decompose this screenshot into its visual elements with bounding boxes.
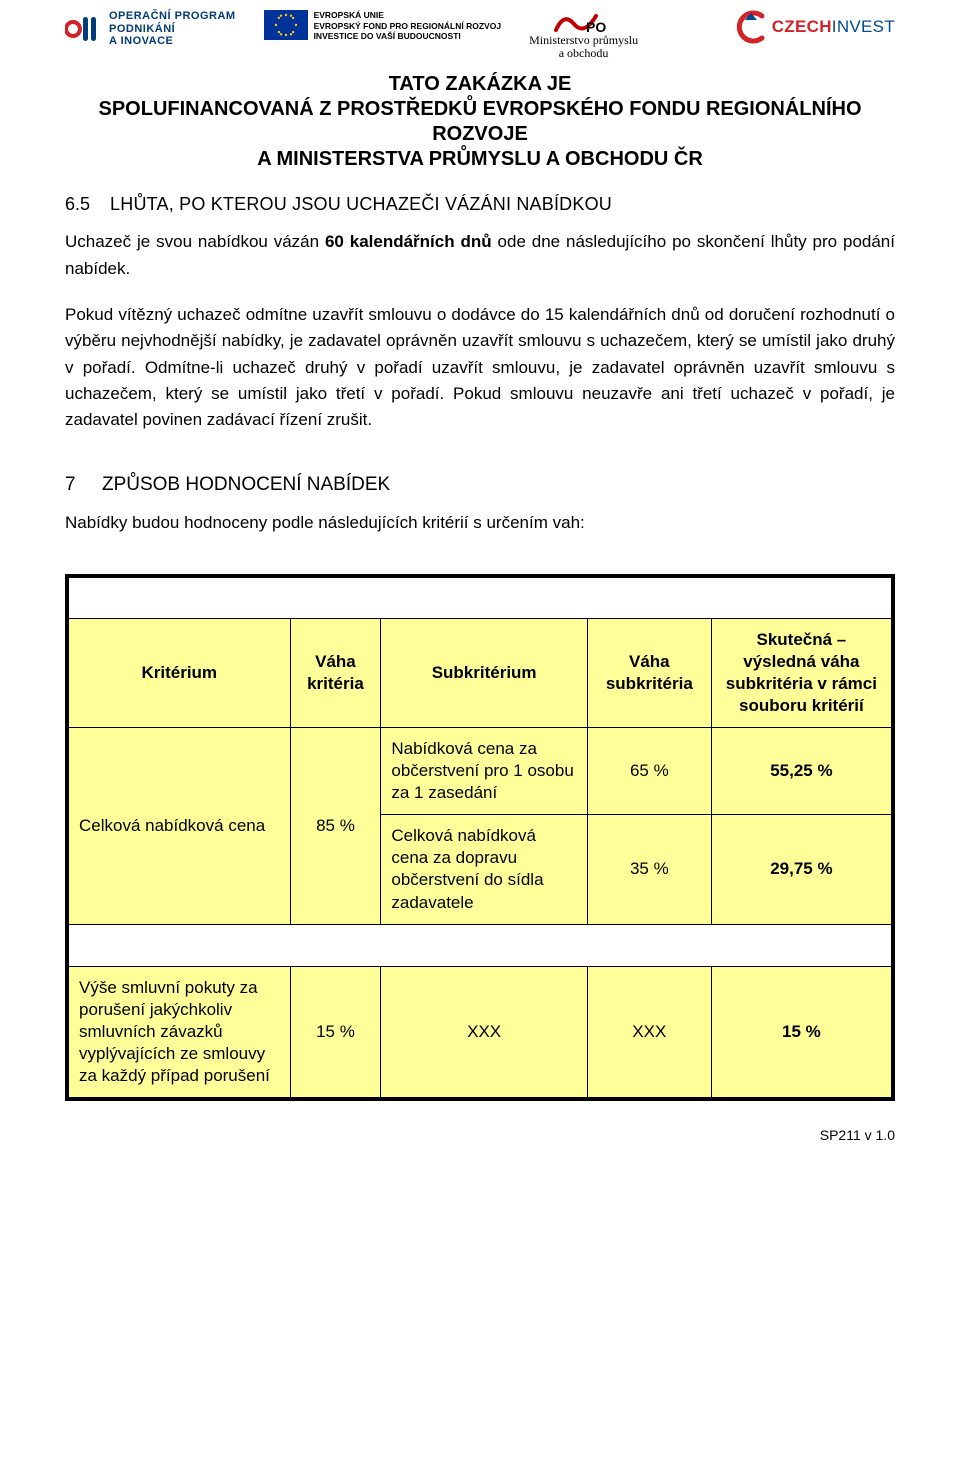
section-7-heading: 7 ZPŮSOB HODNOCENÍ NABÍDEK xyxy=(65,474,895,496)
table-mid-spacer xyxy=(67,924,893,966)
s65-p1b: 60 kalendářních dnů xyxy=(325,232,492,251)
header-logos: OPERAČNÍ PROGRAM PODNIKÁNÍ A INOVACE xyxy=(65,10,895,60)
cell-skut-1b: 29,75 % xyxy=(711,815,893,924)
ci-part2: INVEST xyxy=(832,17,895,36)
s65-heading: LHŮTA, PO KTEROU JSOU UCHAZEČI VÁZÁNI NA… xyxy=(110,194,612,214)
oppi-line3: A INOVACE xyxy=(109,35,236,48)
ci-icon xyxy=(734,10,768,44)
table-row: Výše smluvní pokuty za porušení jakýchko… xyxy=(67,966,893,1099)
cell-skut-2: 15 % xyxy=(711,966,893,1099)
section-6-5-heading: 6.5 LHŮTA, PO KTEROU JSOU UCHAZEČI VÁZÁN… xyxy=(65,194,895,215)
table-top-spacer xyxy=(67,576,893,618)
eu-line1: EVROPSKÁ UNIE xyxy=(314,10,502,21)
s7-heading: ZPŮSOB HODNOCENÍ NABÍDEK xyxy=(102,474,390,495)
title-l2: SPOLUFINANCOVANÁ Z PROSTŘEDKŮ EVROPSKÉHO… xyxy=(65,97,895,122)
cell-vaha-1: 85 % xyxy=(290,728,381,925)
svg-text:PO: PO xyxy=(586,19,606,34)
cell-krit-1: Celková nabídková cena xyxy=(67,728,290,925)
th-skutecna: Skutečná – výsledná váha subkritéria v r… xyxy=(711,618,893,727)
s65-para2: Pokud vítězný uchazeč odmítne uzavřít sm… xyxy=(65,302,895,434)
eu-line2: EVROPSKÝ FOND PRO REGIONÁLNÍ ROZVOJ xyxy=(314,21,502,32)
cell-skut-1a: 55,25 % xyxy=(711,728,893,815)
oppi-line2: PODNIKÁNÍ xyxy=(109,23,236,36)
cell-vsub-2: XXX xyxy=(587,966,711,1099)
logo-eu: EVROPSKÁ UNIE EVROPSKÝ FOND PRO REGIONÁL… xyxy=(264,10,502,42)
table-row: Celková nabídková cena 85 % Nabídková ce… xyxy=(67,728,893,815)
s7-num: 7 xyxy=(65,474,76,495)
eu-line3: INVESTICE DO VAŠÍ BUDOUCNOSTI xyxy=(314,31,502,42)
mpo-line1: Ministerstvo xyxy=(529,33,590,47)
th-kriterium: Kritérium xyxy=(67,618,290,727)
s65-num: 6.5 xyxy=(65,194,90,214)
page-footer: SP211 v 1.0 xyxy=(820,1127,895,1143)
table-header-row: Kritérium Váha kritéria Subkritérium Váh… xyxy=(67,618,893,727)
th-subkrit: Subkritérium xyxy=(381,618,588,727)
document-title: TATO ZAKÁZKA JE SPOLUFINANCOVANÁ Z PROST… xyxy=(65,72,895,172)
title-l1: TATO ZAKÁZKA JE xyxy=(65,72,895,97)
s65-p1a: Uchazeč je svou nabídkou vázán xyxy=(65,232,325,251)
title-l4: A MINISTERSTVA PRŮMYSLU A OBCHODU ČR xyxy=(65,147,895,172)
logo-oppi: OPERAČNÍ PROGRAM PODNIKÁNÍ A INOVACE xyxy=(65,10,236,48)
mpo-line2: průmyslu xyxy=(593,33,638,47)
cell-vsub-1b: 35 % xyxy=(587,815,711,924)
cell-vsub-1a: 65 % xyxy=(587,728,711,815)
mpo-icon: PO xyxy=(554,10,614,34)
cell-sub-1b: Celková nabídková cena za dopravu občers… xyxy=(381,815,588,924)
title-l3: ROZVOJE xyxy=(65,122,895,147)
eu-flag-icon xyxy=(264,10,308,40)
s7-intro: Nabídky budou hodnoceny podle následujíc… xyxy=(65,510,895,536)
mpo-line3: a obchodu xyxy=(559,47,609,60)
th-vaha: Váha kritéria xyxy=(290,618,381,727)
s65-para1: Uchazeč je svou nabídkou vázán 60 kalend… xyxy=(65,229,895,282)
ci-part1: CZECH xyxy=(772,17,832,36)
cell-sub-2: XXX xyxy=(381,966,588,1099)
cell-vaha-2: 15 % xyxy=(290,966,381,1099)
oppi-line1: OPERAČNÍ PROGRAM xyxy=(109,10,236,23)
cell-sub-1a: Nabídková cena za občerstvení pro 1 osob… xyxy=(381,728,588,815)
oppi-icon xyxy=(65,11,101,47)
th-vaha-sub: Váha subkritéria xyxy=(587,618,711,727)
logo-mpo: PO Ministerstvo průmyslu a obchodu xyxy=(529,10,638,60)
criteria-table: Kritérium Váha kritéria Subkritérium Váh… xyxy=(65,574,895,1101)
cell-krit-2: Výše smluvní pokuty za porušení jakýchko… xyxy=(67,966,290,1099)
logo-czechinvest: CZECHINVEST xyxy=(734,10,895,44)
